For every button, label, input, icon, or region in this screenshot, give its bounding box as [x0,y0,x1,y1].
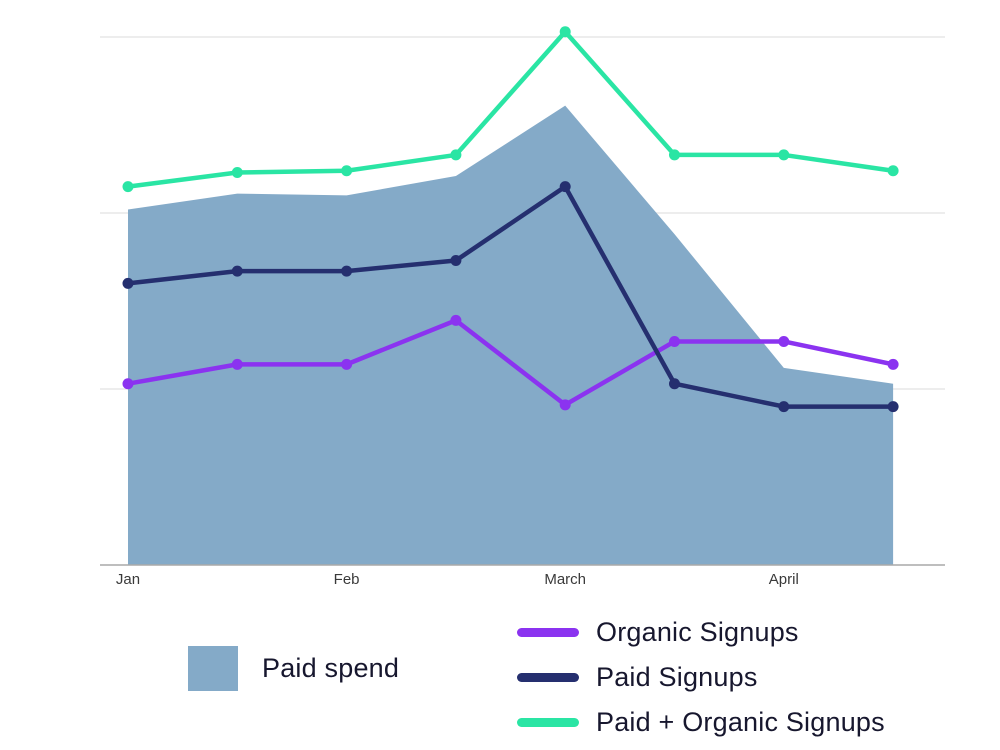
point-paid-organic-signups [122,181,134,193]
x-axis-label: Jan [116,571,140,588]
x-axis-label: April [769,571,799,588]
paid-plus-organic-line-swatch [517,718,579,727]
point-organic-signups [887,358,899,370]
paid-signups-line-swatch [517,673,579,682]
point-paid-organic-signups [559,26,571,38]
point-paid-signups [450,255,462,267]
paid-spend-legend-label: Paid spend [262,653,400,683]
point-paid-organic-signups [231,167,243,179]
line-paid-signups [125,184,896,409]
point-paid-signups [122,277,134,289]
legend-item-organic-signups: Organic Signups [517,610,885,655]
point-paid-organic-signups [669,149,680,161]
point-organic-signups [341,358,353,370]
legend-item-paid-signups: Paid Signups [517,655,885,700]
organic-signups-legend-label: Organic Signups [596,617,799,647]
x-axis-label: Feb [334,571,360,588]
paid-spend-area-swatch [188,646,238,691]
point-paid-signups [341,265,353,277]
point-paid-organic-signups [887,165,899,177]
paid-plus-organic-legend-label: Paid + Organic Signups [596,707,885,737]
signups-spend-chart: Jan Feb March April [100,26,945,588]
x-axis-label: March [544,571,586,588]
point-paid-signups [887,401,899,413]
point-paid-signups [669,378,680,390]
point-organic-signups [122,378,134,390]
line-paid-organic-signups [125,29,896,189]
point-paid-signups [778,401,790,413]
line-organic-signups [125,318,896,408]
point-paid-signups [231,265,243,277]
organic-signups-line-swatch [517,628,579,637]
legend-line-series: Organic Signups Paid Signups Paid + Orga… [517,610,885,745]
point-organic-signups [231,358,243,370]
legend-item-paid-plus-organic-signups: Paid + Organic Signups [517,700,885,745]
legend-paid-spend: Paid spend [188,646,399,691]
point-paid-organic-signups [341,165,353,177]
point-paid-organic-signups [450,149,462,161]
point-organic-signups [559,399,571,411]
point-paid-organic-signups [778,149,790,161]
point-organic-signups [778,335,790,347]
paid-signups-legend-label: Paid Signups [596,662,758,692]
point-organic-signups [450,314,462,326]
point-organic-signups [669,335,680,347]
area-paid-spend [128,105,894,565]
point-paid-signups [559,181,571,193]
